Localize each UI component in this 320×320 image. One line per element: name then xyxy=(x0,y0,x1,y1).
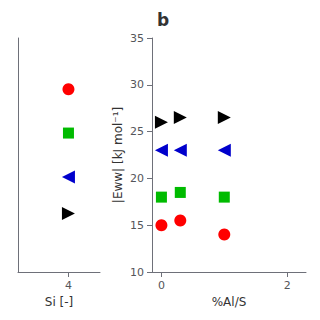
svg-text:30: 30 xyxy=(130,78,144,91)
svg-text:|Eww| [kJ mol⁻¹]: |Eww| [kJ mol⁻¹] xyxy=(111,107,125,203)
svg-text:2: 2 xyxy=(284,279,291,292)
svg-text:20: 20 xyxy=(130,172,144,185)
svg-text:15: 15 xyxy=(130,219,144,232)
svg-text:10: 10 xyxy=(130,266,144,279)
svg-text:%Al/S: %Al/S xyxy=(212,295,247,309)
svg-text:35: 35 xyxy=(130,32,144,45)
svg-text:4: 4 xyxy=(65,279,72,292)
svg-text:b: b xyxy=(157,10,169,30)
svg-text:Si [-]: Si [-] xyxy=(45,295,73,309)
svg-text:0: 0 xyxy=(158,279,165,292)
svg-text:25: 25 xyxy=(130,125,144,138)
